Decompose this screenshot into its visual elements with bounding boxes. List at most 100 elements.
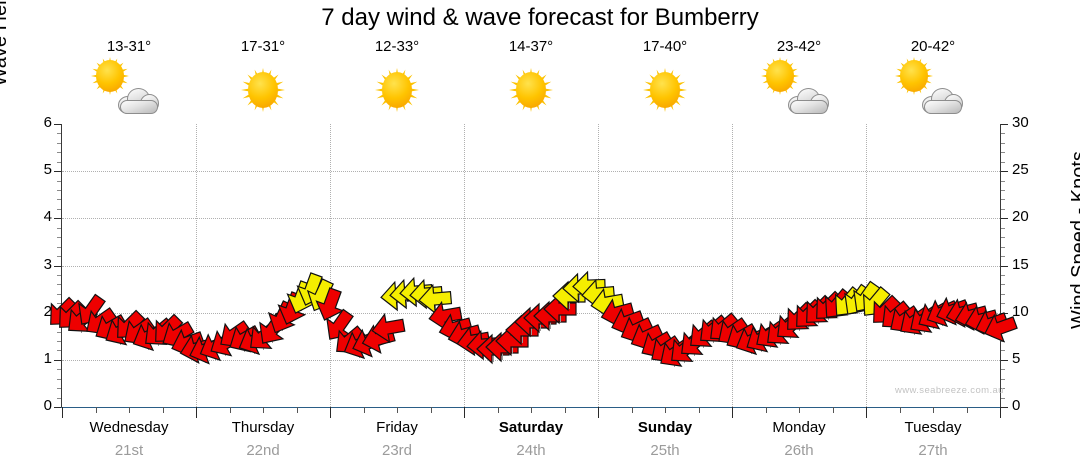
- right-axis-title: Wind Speed - Knots: [1068, 151, 1080, 329]
- arrow-stem: [540, 318, 542, 332]
- left-axis-minor-tick: [57, 303, 62, 305]
- left-axis-minor-tick: [57, 388, 62, 390]
- left-axis-title: Wave Height - Metres: [0, 0, 12, 140]
- left-axis-minor-tick: [57, 208, 62, 210]
- sun-disc: [516, 72, 546, 108]
- day-temperature-range: 17-31°: [240, 38, 286, 55]
- left-axis-minor-tick: [57, 331, 62, 333]
- arrow-stem: [578, 288, 580, 302]
- x-axis-minor-tick: [564, 407, 566, 413]
- right-axis-minor-tick: [1000, 161, 1005, 163]
- x-axis-minor-tick: [129, 407, 130, 413]
- left-axis-minor-tick: [57, 246, 62, 248]
- x-axis-day-date: 26th: [784, 442, 814, 459]
- left-axis-minor-tick: [57, 397, 62, 399]
- day-header-friday: 12-33°: [330, 38, 464, 130]
- sun-disc: [96, 60, 124, 92]
- left-axis-minor-tick: [57, 199, 62, 201]
- sun-cloud-icon: [76, 43, 160, 120]
- right-axis-tick-label: 25: [1012, 161, 1029, 179]
- day-temperature-range: 12-33°: [374, 38, 420, 55]
- x-axis-day-tick: [732, 407, 733, 418]
- sun-cloud-icon: [880, 43, 964, 120]
- right-axis-minor-tick: [1000, 388, 1005, 390]
- right-axis-tick: [1000, 265, 1008, 267]
- left-axis-tick-label: 4: [43, 208, 52, 226]
- x-axis-day-tick: [464, 407, 465, 418]
- vertical-gridline: [330, 124, 331, 407]
- x-axis-day-name: Monday: [772, 419, 826, 436]
- left-axis-minor-tick: [57, 284, 62, 286]
- left-axis-minor-tick: [57, 190, 62, 192]
- x-axis-minor-tick: [765, 407, 767, 413]
- wind-direction-arrow: [368, 308, 407, 347]
- x-axis-minor-tick: [531, 407, 532, 413]
- watermark: www.seabreeze.com.au: [895, 385, 1004, 396]
- right-axis-line: [1000, 124, 1001, 407]
- right-axis-minor-tick: [1000, 293, 1005, 295]
- left-axis-tick: [54, 171, 62, 173]
- right-axis-minor-tick: [1000, 303, 1005, 305]
- right-axis-minor-tick: [1000, 350, 1005, 352]
- x-axis-day-name: Tuesday: [904, 419, 962, 436]
- left-axis-minor-tick: [57, 133, 62, 135]
- day-header-monday: 23-42°: [732, 38, 866, 122]
- x-axis-day-name: Saturday: [498, 419, 564, 436]
- sun-icon: [357, 51, 437, 130]
- day-header-sunday: 17-40°: [598, 38, 732, 130]
- sun-disc: [900, 60, 928, 92]
- sun-icon: [880, 43, 956, 114]
- right-axis-minor-tick: [1000, 152, 1005, 154]
- x-axis-day-name: Friday: [376, 419, 418, 436]
- sun-icon: [746, 43, 822, 114]
- left-axis-tick-label: 2: [43, 302, 52, 320]
- cloud-icon: [788, 88, 829, 114]
- left-axis-minor-tick: [57, 293, 62, 295]
- x-axis-day-name: Sunday: [637, 419, 693, 436]
- right-axis-tick-label: 20: [1012, 208, 1029, 226]
- left-axis-tick: [54, 124, 62, 125]
- left-axis-minor-tick: [57, 274, 62, 276]
- left-axis-minor-tick: [57, 369, 62, 371]
- right-axis-minor-tick: [1000, 340, 1005, 342]
- right-axis-minor-tick: [1000, 199, 1005, 201]
- left-axis-line: [61, 124, 62, 407]
- right-axis-minor-tick: [1000, 274, 1005, 276]
- right-axis-minor-tick: [1000, 208, 1005, 210]
- right-axis-tick: [1000, 359, 1008, 361]
- right-axis-minor-tick: [1000, 133, 1005, 135]
- left-axis-minor-tick: [57, 142, 62, 144]
- x-axis-minor-tick: [430, 407, 432, 413]
- x-axis-day-tick: [866, 407, 867, 418]
- right-axis-minor-tick: [1000, 378, 1005, 380]
- right-axis-tick: [1000, 407, 1008, 408]
- sun-icon: [357, 51, 437, 130]
- arrow-stem: [435, 299, 437, 313]
- right-axis-tick: [1000, 218, 1008, 220]
- right-axis-minor-tick: [1000, 142, 1005, 144]
- horizontal-gridline: [62, 171, 1000, 173]
- x-axis-minor-tick: [799, 407, 800, 413]
- right-axis-tick-label: 5: [1012, 349, 1021, 367]
- left-axis-minor-tick: [57, 340, 62, 342]
- vertical-gridline: [598, 124, 599, 407]
- horizontal-gridline: [62, 218, 1000, 220]
- right-axis-tick: [1000, 171, 1008, 173]
- x-axis-minor-tick: [397, 407, 398, 413]
- right-axis-tick-label: 15: [1012, 255, 1029, 273]
- x-axis-minor-tick: [933, 407, 934, 413]
- x-axis-day-date: 21st: [114, 442, 144, 459]
- left-axis-minor-tick: [57, 152, 62, 154]
- day-header-wednesday: 13-31°: [62, 38, 196, 122]
- x-axis-day-date: 22nd: [246, 442, 280, 459]
- sun-icon: [491, 51, 571, 130]
- sun-icon: [76, 43, 152, 114]
- right-axis-minor-tick: [1000, 369, 1005, 371]
- x-axis-day-tick: [598, 407, 599, 418]
- left-axis-minor-tick: [57, 180, 62, 182]
- sun-disc: [248, 72, 278, 108]
- vertical-gridline: [866, 124, 867, 407]
- vertical-gridline: [732, 124, 733, 407]
- x-axis-day-name: Thursday: [231, 419, 295, 436]
